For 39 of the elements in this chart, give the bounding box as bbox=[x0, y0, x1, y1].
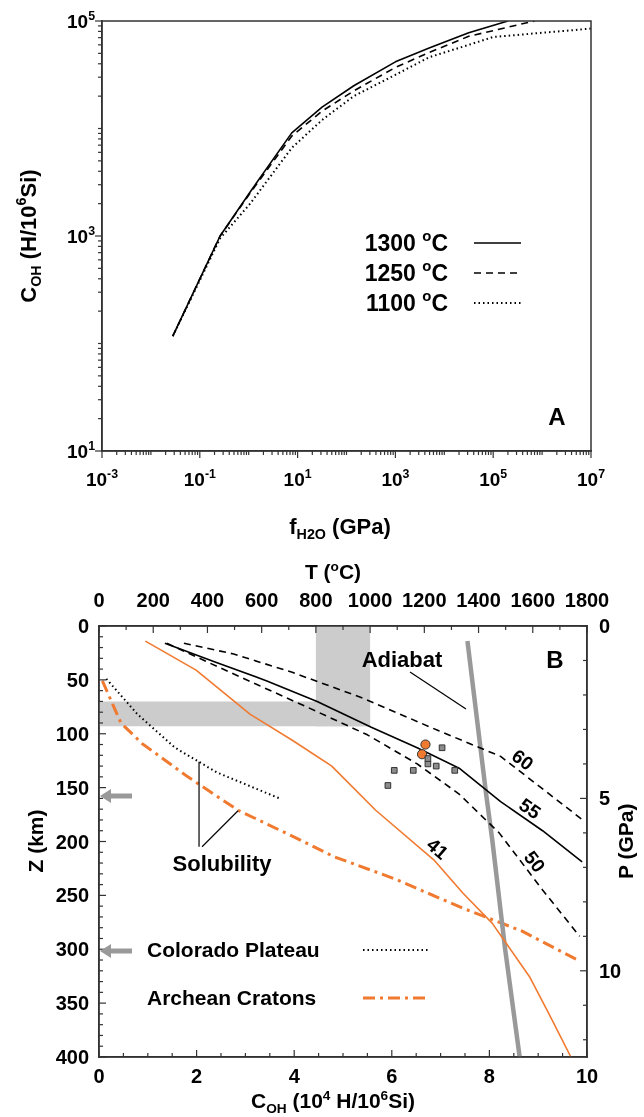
y-tick-label: 250 bbox=[55, 884, 90, 907]
text: 60 bbox=[507, 744, 538, 775]
y-tick-label: 100 bbox=[55, 722, 90, 745]
x-tick-label: 4 bbox=[288, 1065, 301, 1087]
y-axis-title: Z (km) bbox=[24, 809, 48, 873]
annotation: A bbox=[548, 403, 566, 431]
x2-tick-label: 1800 bbox=[564, 589, 610, 611]
text: 41 bbox=[422, 833, 453, 864]
y-tick-label: 200 bbox=[55, 830, 90, 853]
x2-tick-label: 1600 bbox=[510, 589, 556, 611]
legend-label: Colorado Plateau bbox=[147, 938, 320, 962]
x2-tick-label: 1000 bbox=[347, 589, 393, 611]
x-tick-label: 6 bbox=[386, 1065, 398, 1087]
x2-tick-label: 1200 bbox=[402, 589, 447, 611]
x-tick-label: 10 bbox=[575, 1065, 599, 1087]
y2-tick-label: 5 bbox=[599, 787, 611, 810]
legend-label: Archean Cratons bbox=[147, 986, 317, 1010]
annotation: Solubility bbox=[172, 851, 273, 877]
y-tick-label: 150 bbox=[55, 776, 90, 799]
x2-tick-label: 400 bbox=[190, 589, 225, 611]
x2-tick-label: 800 bbox=[299, 589, 333, 611]
y2-axis-title: P (GPa) bbox=[614, 803, 638, 879]
annotation: Adiabat bbox=[361, 646, 444, 672]
y2-tick-label: 10 bbox=[599, 959, 622, 982]
y-tick-label: 0 bbox=[77, 615, 89, 637]
x2-tick-label: 200 bbox=[136, 589, 170, 611]
y-tick-label: 400 bbox=[55, 1046, 90, 1068]
y2-tick-label: 0 bbox=[599, 615, 611, 637]
y-axis-title: COH (H/106Si) bbox=[13, 169, 44, 303]
text: 55 bbox=[515, 794, 545, 824]
text: 50 bbox=[519, 846, 550, 877]
y-tick-label: 350 bbox=[55, 992, 90, 1015]
x-tick-label: 2 bbox=[191, 1065, 203, 1087]
x2-tick-label: 1400 bbox=[456, 589, 501, 611]
y-tick-label: 50 bbox=[66, 668, 89, 691]
x2-tick-label: 600 bbox=[244, 589, 279, 611]
y-tick-label: 300 bbox=[55, 938, 90, 961]
annotation: B bbox=[546, 646, 564, 674]
x-tick-label: 8 bbox=[483, 1065, 495, 1087]
